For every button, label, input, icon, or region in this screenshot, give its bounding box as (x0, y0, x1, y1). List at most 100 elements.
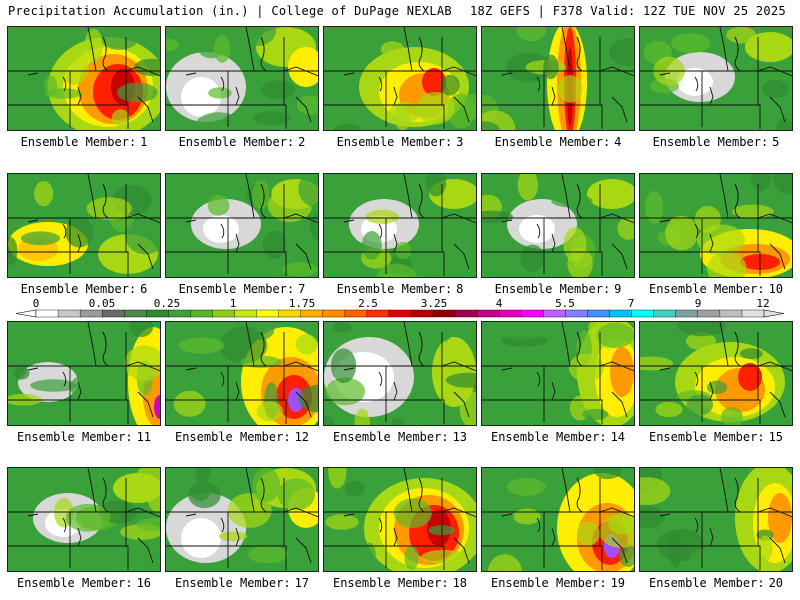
state-border-line (561, 27, 571, 72)
precip-contour-area (207, 194, 230, 216)
member-number: 17 (294, 576, 310, 590)
state-border-line (393, 381, 398, 401)
ensemble-member-panel (323, 467, 477, 572)
precip-contour-area (685, 332, 716, 351)
precip-contour-area (111, 109, 130, 126)
colorbar-segment (101, 309, 125, 318)
precip-contour-area (59, 48, 89, 85)
ensemble-member-panel (7, 467, 161, 572)
colorbar-segment (256, 309, 280, 318)
precip-contour-area (328, 468, 347, 489)
state-border-line (694, 517, 699, 533)
colorbar-segment (344, 309, 368, 318)
colorbar-segment (697, 309, 721, 318)
precip-contour-area (568, 353, 604, 382)
precip-contour-area (136, 468, 160, 489)
state-border-line (441, 213, 476, 224)
ensemble-member-caption: Ensemble Member: 20 (637, 576, 795, 590)
state-border-line (403, 322, 413, 367)
precip-contour-area (282, 262, 318, 277)
precip-contour-area (376, 263, 417, 277)
precip-contour-area (324, 253, 339, 277)
precip-contour-area (686, 394, 714, 416)
member-number: 16 (136, 576, 152, 590)
state-border-line (87, 468, 97, 513)
precip-contour-area (136, 517, 160, 532)
colorbar-segment (741, 309, 765, 318)
state-border-line (137, 96, 154, 123)
state-border-line (166, 399, 287, 424)
state-border-line (27, 219, 39, 223)
member-number: 5 (772, 135, 780, 149)
ensemble-member-caption: Ensemble Member: 17 (163, 576, 321, 590)
precip-contour-area (517, 174, 538, 201)
precip-contour-area (86, 197, 132, 220)
state-border-line (659, 513, 671, 517)
colorbar-tick-label: 1 (230, 297, 237, 310)
precipitation-colorbar: 0 0.05 0.25 1 1.75 2.5 3.25 4 5.5 7 9 12 (14, 296, 786, 320)
state-border-line (27, 367, 39, 371)
precip-contour-area (133, 58, 160, 76)
colorbar-segment (300, 309, 324, 318)
state-border-line (220, 76, 225, 92)
state-border-line (501, 367, 513, 371)
state-border-line (343, 513, 355, 517)
ensemble-member-panel (481, 173, 635, 278)
colorbar-segment (322, 309, 346, 318)
state-border-line (220, 517, 225, 533)
ensemble-member-caption: Ensemble Member: 14 (479, 430, 637, 444)
colorbar-segment (388, 309, 412, 318)
ensemble-member-panel (165, 321, 319, 426)
state-border-line (769, 537, 786, 564)
state-border-line (245, 322, 255, 367)
ensemble-member-caption: Ensemble Member: 2 (163, 135, 321, 149)
state-border-line (324, 545, 445, 570)
ensemble-member-panel (481, 467, 635, 572)
colorbar-graphic: 0 0.05 0.25 1 1.75 2.5 3.25 4 5.5 7 9 12 (15, 297, 785, 318)
colorbar-segment (454, 309, 478, 318)
state-border-line (283, 213, 318, 224)
member-number: 3 (456, 135, 464, 149)
valid-time-label: 18Z GEFS | F378 Valid: 12Z TUE NOV 25 20… (469, 4, 786, 18)
precip-field-map (482, 27, 634, 130)
precip-contour-area (256, 401, 283, 422)
state-border-line (482, 545, 603, 570)
precip-contour-area (247, 545, 289, 564)
state-border-line (27, 513, 39, 517)
ensemble-member-panel (165, 26, 319, 131)
state-border-line (757, 507, 792, 518)
ensemble-member-caption: Ensemble Member: 10 (637, 282, 795, 296)
ensemble-member-panel (323, 173, 477, 278)
precip-contour-area (641, 106, 663, 130)
colorbar-tick-label: 7 (628, 297, 635, 310)
ensemble-member-caption: Ensemble Member: 9 (479, 282, 637, 296)
state-border-line (8, 104, 129, 129)
state-border-line (719, 27, 729, 72)
precip-field-map (8, 468, 160, 571)
state-border-line (441, 66, 476, 77)
state-border-line (403, 174, 413, 219)
colorbar-tick-label: 0.25 (154, 297, 181, 310)
colorbar-segment (124, 309, 148, 318)
caption-prefix: Ensemble Member: (174, 576, 291, 590)
member-number: 2 (298, 135, 306, 149)
state-border-line (536, 223, 541, 239)
precip-contour-area (44, 75, 58, 97)
ensemble-member-caption: Ensemble Member: 1 (5, 135, 163, 149)
precip-contour-area (482, 210, 514, 223)
state-border-line (393, 86, 398, 106)
colorbar-segment (587, 309, 611, 318)
caption-prefix: Ensemble Member: (20, 135, 137, 149)
state-border-line (536, 371, 541, 387)
caption-prefix: Ensemble Member: (178, 282, 295, 296)
state-border-line (551, 527, 556, 547)
state-border-line (185, 513, 197, 517)
precip-field-map (324, 468, 476, 571)
state-border-line (734, 477, 741, 513)
precip-contour-area (13, 367, 30, 380)
state-border-line (295, 243, 312, 270)
state-border-line (378, 371, 383, 387)
state-border-line (694, 223, 699, 239)
state-border-line (87, 27, 97, 72)
state-border-line (403, 468, 413, 513)
